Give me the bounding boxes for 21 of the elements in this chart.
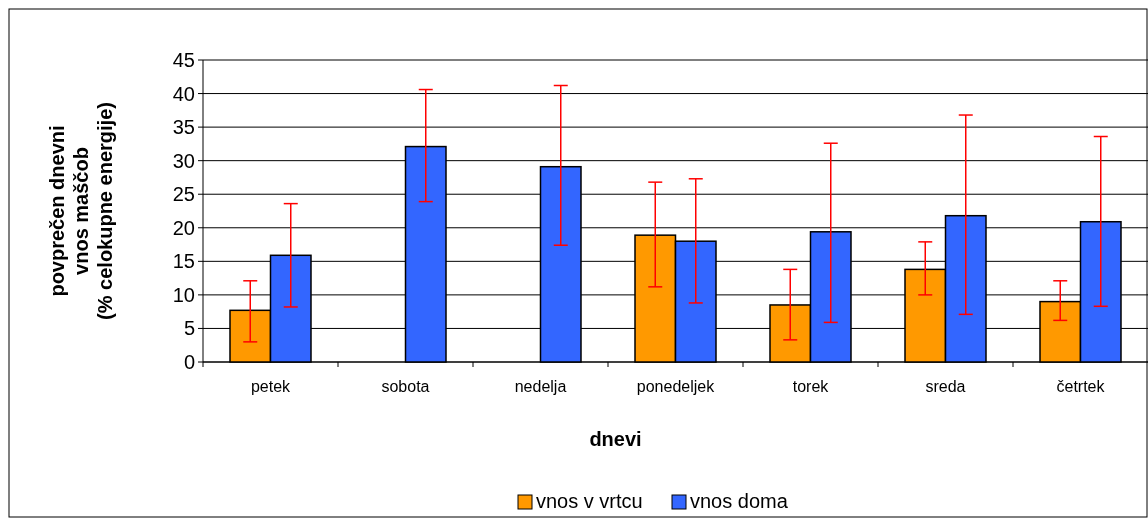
- y-tick-label: 5: [183, 317, 195, 340]
- x-tick-label: torek: [792, 378, 830, 395]
- x-axis-title: dnevi: [589, 428, 642, 450]
- y-tick-label: 45: [172, 49, 195, 71]
- y-tick-label: 40: [172, 82, 195, 105]
- y-tick-label: 0: [183, 351, 195, 373]
- y-tick-label: 35: [172, 116, 195, 139]
- x-tick-label: ponedeljek: [636, 378, 716, 395]
- x-tick-label: sreda: [925, 378, 966, 395]
- y-tick-label: 25: [172, 183, 195, 206]
- y-tick-label: 20: [172, 216, 195, 239]
- x-tick-label: petek: [250, 378, 292, 395]
- x-tick-label: sobota: [381, 378, 430, 395]
- legend-label: vnos v vrtcu: [536, 490, 643, 512]
- y-axis-title: povprečen dnevni vnos maščob (% celokupne energije): [46, 102, 116, 320]
- x-tick-label: četrtek: [1056, 378, 1106, 395]
- y-tick-label: 30: [172, 149, 195, 172]
- y-tick-label: 15: [172, 250, 195, 273]
- legend-label: vnos doma: [690, 490, 789, 512]
- x-tick-label: nedelja: [514, 378, 567, 395]
- y-tick-label: 10: [172, 283, 195, 306]
